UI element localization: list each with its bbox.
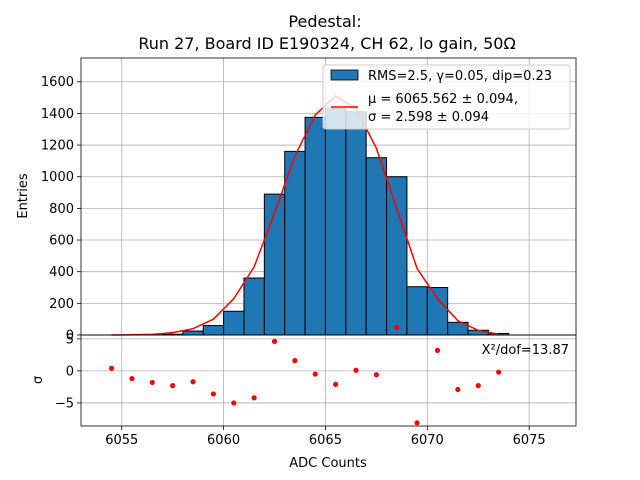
residual-point-2: [149, 379, 155, 386]
residual-point-14: [394, 324, 400, 330]
x-ticks: 6055 6060 6065 6070 6075: [105, 426, 546, 448]
chart-title: Pedestal:: [288, 12, 361, 31]
histogram-bar-11: [386, 176, 408, 336]
histogram-bar-2: [202, 325, 225, 336]
x-tick-label-0: 6055: [105, 433, 138, 448]
residual-point-19: [495, 369, 502, 375]
residual-point-18: [475, 383, 481, 389]
residual-point-9: [292, 358, 298, 364]
residual-y-tick-label-2: 5: [66, 332, 74, 347]
x-tick-label-2: 6065: [309, 433, 342, 448]
histogram-y-tick-label-6: 1200: [41, 139, 74, 154]
residual-point-5: [210, 391, 217, 397]
x-tick-label-4: 6075: [513, 433, 546, 448]
legend-line-label-1: μ = 6065.562 ± 0.094,: [368, 92, 518, 107]
residual-point-11: [333, 381, 339, 387]
histogram-y-label: Entries: [16, 173, 31, 219]
residual-points: [108, 324, 502, 426]
histogram-bar-7: [304, 116, 326, 336]
histogram-bars: [161, 108, 510, 336]
legend-box: [322, 64, 571, 130]
residual-panel: −505 6055 6060 6065 6070 6075 X²/dof=13.87 σ…: [31, 324, 577, 471]
legend-line-label-2: σ = 2.598 ± 0.094: [368, 110, 489, 125]
histogram-bar-1: [182, 330, 204, 336]
histogram-y-tick-label-5: 1000: [41, 170, 74, 185]
residual-point-4: [190, 379, 196, 385]
residual-point-12: [353, 367, 359, 373]
residual-point-3: [170, 383, 176, 389]
histogram-bar-4: [243, 277, 265, 336]
histogram-bar-9: [345, 111, 367, 336]
residual-y-tick-label-1: 0: [66, 364, 74, 379]
residual-point-13: [373, 372, 379, 378]
x-tick-label-1: 6060: [207, 433, 240, 448]
histogram-y-tick-label-0: 0: [66, 329, 74, 344]
residual-point-0: [108, 365, 115, 371]
residual-point-15: [414, 420, 420, 426]
histogram-y-tick-label-8: 1600: [41, 75, 74, 90]
legend: RMS=2.5, γ=0.05, dip=0.23 μ = 6065.562 ±…: [322, 64, 571, 130]
histogram-y-tick-label-1: 200: [49, 297, 74, 312]
histogram-bar-5: [263, 193, 286, 336]
histogram-y-tick-label-4: 800: [49, 202, 74, 217]
residual-y-ticks: −505: [55, 332, 81, 411]
fit-curve: [111, 95, 499, 336]
legend-bar-label: RMS=2.5, γ=0.05, dip=0.23: [368, 69, 552, 84]
histogram-y-ticks: 0 200 400 600 800 1000 1200 1400 1600: [41, 75, 81, 344]
histogram-bar-3: [223, 310, 245, 336]
histogram-y-tick-label-3: 600: [49, 234, 74, 249]
histogram-bar-10: [365, 157, 388, 336]
residual-annotation: X²/dof=13.87: [482, 343, 569, 358]
residual-point-1: [129, 375, 135, 382]
x-axis-label: ADC Counts: [289, 456, 367, 471]
histogram-y-tick-label-7: 1400: [41, 107, 74, 122]
residual-y-tick-label-0: −5: [55, 396, 74, 411]
residual-point-8: [271, 338, 278, 345]
residual-point-7: [251, 395, 257, 401]
residual-point-10: [312, 371, 318, 377]
residual-point-16: [434, 347, 441, 353]
chart-subtitle: Run 27, Board ID E190324, CH 62, lo gain…: [138, 34, 515, 53]
residual-point-6: [231, 400, 237, 406]
legend-bar-swatch: [330, 69, 359, 81]
histogram-bar-13: [426, 287, 449, 336]
residual-point-17: [455, 386, 461, 393]
residual-grid: [81, 335, 576, 426]
residual-y-label: σ: [31, 376, 46, 384]
x-tick-label-3: 6070: [411, 433, 444, 448]
histogram-bar-12: [406, 286, 428, 336]
histogram-y-tick-label-2: 400: [49, 265, 74, 280]
residual-frame: [80, 334, 577, 427]
histogram-bar-8: [324, 108, 347, 336]
histogram-bar-6: [284, 150, 306, 336]
